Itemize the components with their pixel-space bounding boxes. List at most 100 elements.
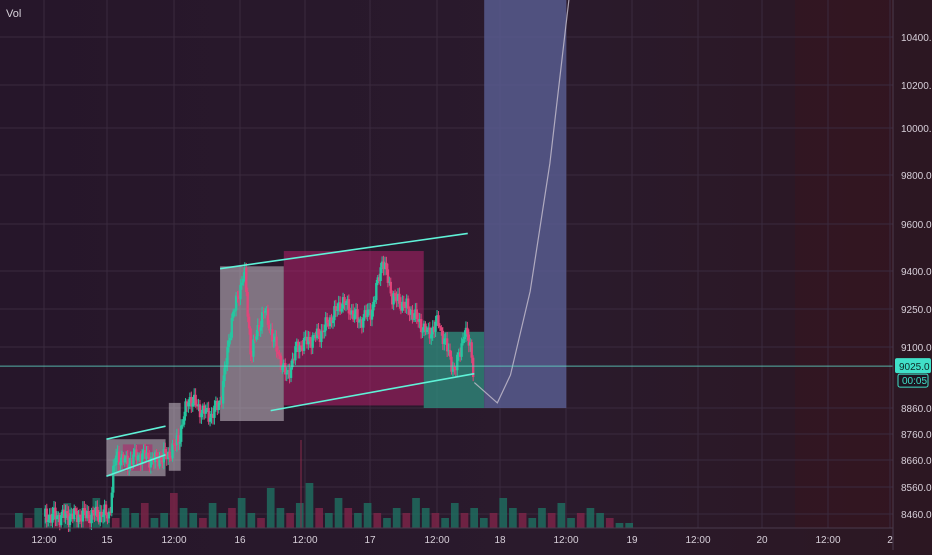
volume-bar [199,518,207,528]
candle-body [132,454,135,465]
candle-body [88,518,92,524]
candle-body [333,306,336,321]
candle-body [239,285,242,300]
candle-body [197,404,200,407]
volume-bar [179,508,188,528]
candle-body [127,464,131,469]
candle-body [376,277,379,284]
candle-body [256,324,259,337]
candle-body [175,435,179,445]
candle-body [356,309,359,323]
candle-body [185,401,189,407]
candle-body [133,449,137,455]
candle-body [409,309,413,315]
candle-body [200,413,203,418]
candle-body [291,358,294,368]
candle-body [312,335,316,337]
candle-body [149,457,153,468]
candle-body [226,347,229,365]
volume-bar [576,513,585,528]
candle-body [311,335,314,348]
volume-bar [131,513,139,528]
candle-body [360,319,364,328]
candle-body [391,293,394,305]
price-axis-label: 9600.0 [901,220,932,231]
candle-body [135,449,138,461]
candle-body [396,293,400,301]
candle-body [233,310,236,312]
candle-body [262,312,265,314]
candle-body [139,454,142,464]
candle-body [190,397,193,407]
candle-body [97,516,100,523]
candle-body [431,326,434,335]
candle-body [81,508,85,522]
volume-bar [450,503,459,528]
candle-body [331,320,335,324]
time-axis-label: 17 [364,535,376,546]
candle-body [427,327,430,330]
volume-bar [615,523,624,528]
candle-body [284,363,287,375]
volume-bar [140,503,149,528]
candle-body [373,300,377,302]
candle-body [272,340,275,342]
candle-body [164,448,167,453]
candle-body [428,327,431,339]
candle-body [87,510,90,519]
candle-body [324,317,327,331]
candle-body [405,298,408,308]
candle-body [93,512,96,516]
candle-body [205,407,209,410]
volume-bar [53,513,62,528]
candle-body [337,302,340,310]
candle-body [253,339,257,341]
candle-body [350,310,353,315]
candle-body [354,309,358,315]
candle-body [112,465,115,493]
candle-body [220,400,223,404]
volume-bar [596,513,604,528]
candle-body [430,334,433,339]
volume-indicator-label[interactable]: Vol [6,8,22,20]
candle-body [96,506,99,517]
volume-bar [334,498,343,528]
candle-body [305,336,309,345]
candle-body [110,492,114,513]
candle-body [276,351,280,355]
candle-body [469,342,472,346]
candle-body [113,465,116,467]
volume-bar [344,508,353,528]
candle-body [456,354,459,371]
price-axis-label: 9800.0 [901,171,932,182]
candle-body [464,327,468,337]
candle-body [385,262,388,270]
candle-body [169,457,173,459]
candle-body [263,310,267,313]
candle-body [301,345,304,351]
candle-body [86,510,89,519]
candle-body [117,451,121,465]
time-axis-label: 12:00 [161,535,186,546]
candle-body [242,278,245,283]
candle-body [340,308,343,312]
candle-body [279,355,283,370]
candle-body [83,508,86,511]
price-axis-label: 9250.0 [901,305,932,316]
candle-body [268,324,271,331]
volume-bar [489,513,498,528]
volume-bar [266,488,275,528]
price-axis-label: 8560.0 [901,483,932,494]
candle-body [213,405,216,418]
volume-bar [373,513,382,528]
candle-body [49,514,53,523]
volume-bar [189,513,198,528]
candle-body [174,444,177,446]
candle-body [434,321,437,332]
candle-body [252,339,255,357]
time-axis-label: 12:00 [424,535,449,546]
candle-body [401,301,404,311]
candle-body [107,511,111,519]
